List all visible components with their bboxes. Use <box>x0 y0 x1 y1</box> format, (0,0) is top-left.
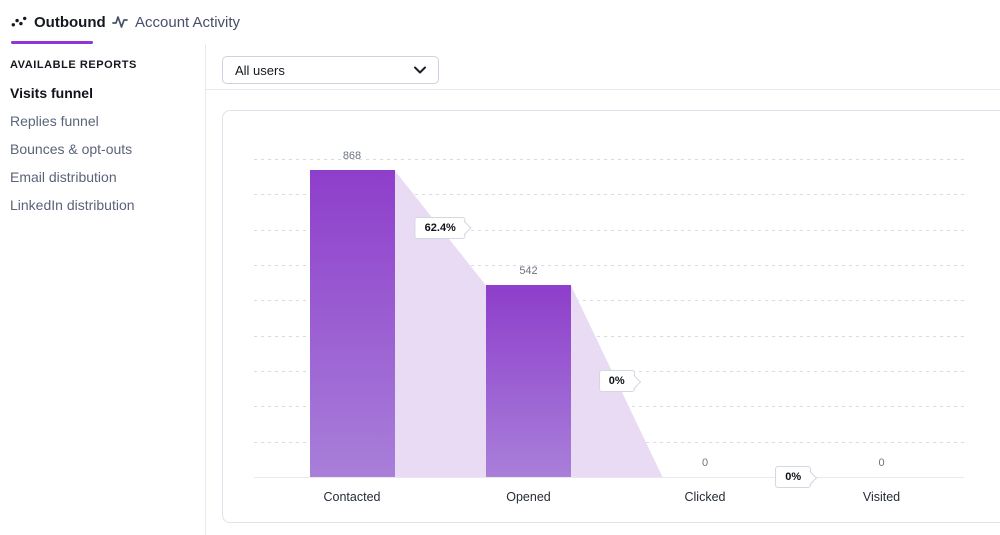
conversion-rate-badge: 0% <box>598 370 635 393</box>
sidebar-item-replies-funnel[interactable]: Replies funnel <box>10 113 99 129</box>
top-nav: Outbound Account Activity <box>0 0 1000 44</box>
sidebar-item-bounces-opt-outs[interactable]: Bounces & opt-outs <box>10 141 133 157</box>
chevron-down-icon <box>414 66 426 74</box>
active-tab-underline <box>11 41 93 44</box>
bar-value-label: 0 <box>701 457 709 469</box>
funnel-bar-opened[interactable] <box>486 285 571 477</box>
conversion-rate-badge: 62.4% <box>414 216 466 239</box>
funnel-chart-card: 868 Contacted 542 Opened 0 Clicked 0 Visited 62.… <box>222 110 1000 523</box>
chart-baseline <box>254 477 964 478</box>
category-label-visited: Visited <box>862 490 901 504</box>
bar-value-label: 542 <box>519 265 538 278</box>
chart-gridline <box>254 335 964 337</box>
sidebar-item-visits-funnel[interactable]: Visits funnel <box>10 85 93 101</box>
sidebar-item-email-distribution[interactable]: Email distribution <box>10 169 117 185</box>
tab-account-activity[interactable]: Account Activity <box>112 0 240 44</box>
user-filter-select[interactable]: All users <box>222 56 439 84</box>
funnel-area-contacted-to-opened <box>394 170 486 477</box>
tab-outbound[interactable]: Outbound <box>11 0 106 44</box>
category-label-clicked: Clicked <box>684 490 726 504</box>
chart-gridline <box>254 300 964 302</box>
category-label-opened: Opened <box>506 490 551 504</box>
tab-account-activity-label: Account Activity <box>135 13 241 31</box>
activity-pulse-icon <box>112 16 128 28</box>
funnel-chart: 868 Contacted 542 Opened 0 Clicked 0 Visited 62.… <box>254 150 964 504</box>
bar-value-label: 0 <box>878 457 885 469</box>
sidebar-item-linkedin-distribution[interactable]: LinkedIn distribution <box>10 197 135 213</box>
available-reports-heading: AVAILABLE REPORTS <box>10 59 137 71</box>
bar-value-label: 868 <box>342 150 362 163</box>
sidebar-available-reports: AVAILABLE REPORTS Visits funnel Replies … <box>0 44 205 535</box>
tab-outbound-label: Outbound <box>34 13 106 31</box>
chart-gridline <box>254 159 964 160</box>
conversion-rate-badge: 0% <box>775 466 812 488</box>
chart-gridline <box>254 229 964 231</box>
scatter-trend-icon <box>11 16 27 27</box>
user-filter-value: All users <box>235 62 285 78</box>
category-label-contacted: Contacted <box>323 490 381 504</box>
sidebar-divider <box>205 44 206 535</box>
chart-gridline <box>254 194 964 196</box>
chart-gridline <box>254 265 964 266</box>
funnel-bar-contacted[interactable] <box>309 170 395 477</box>
content-divider <box>206 89 1000 90</box>
